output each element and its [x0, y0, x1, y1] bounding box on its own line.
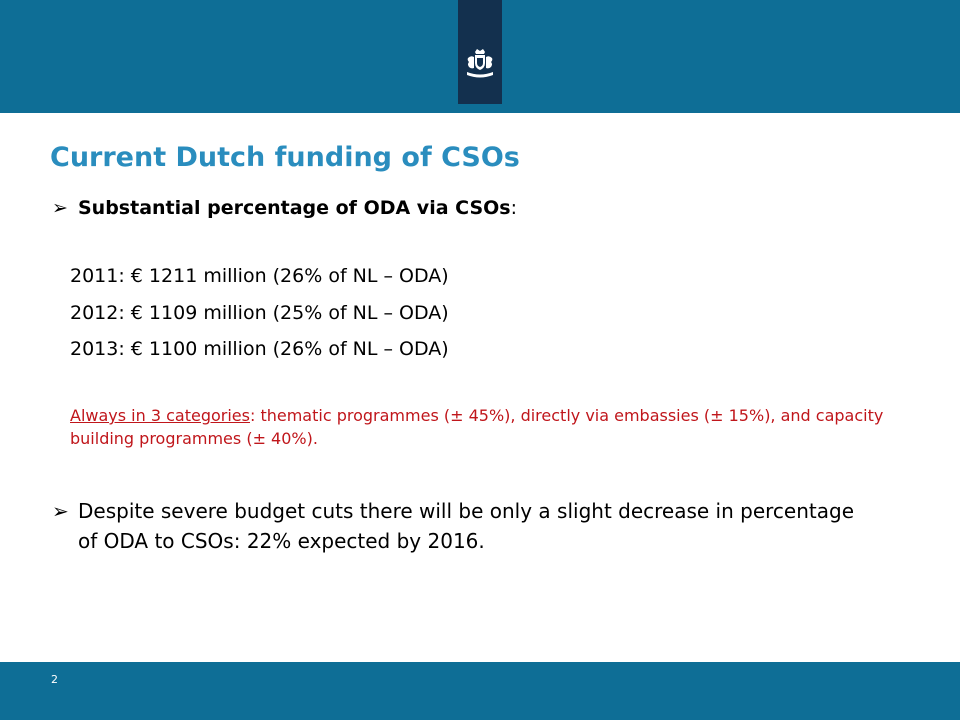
header-bar: [0, 0, 960, 113]
categories-paragraph: Always in 3 categories: thematic program…: [70, 404, 890, 450]
funding-line-2013: 2013: € 1100 million (26% of NL – ODA): [70, 338, 449, 360]
categories-detail-text: : thematic programmes (± 45%), directly …: [70, 406, 884, 448]
slide-title: Current Dutch funding of CSOs: [50, 142, 520, 173]
bullet-bold-text: Substantial percentage of ODA via CSOs: [78, 197, 511, 219]
bullet-colon: :: [510, 197, 517, 219]
funding-line-2011: 2011: € 1211 million (26% of NL – ODA): [70, 265, 449, 287]
bullet-substantial-percentage: ➢ Substantial percentage of ODA via CSOs:: [52, 197, 517, 219]
footer-bar: [0, 662, 960, 720]
bullet-budget-cuts-text: Despite severe budget cuts there will be…: [78, 499, 855, 553]
arrow-bullet-icon: ➢: [52, 197, 68, 219]
page-number: 2: [51, 673, 58, 686]
arrow-bullet-icon: ➢: [52, 499, 69, 523]
categories-underlined-text: Always in 3 categories: [70, 406, 250, 425]
coat-of-arms-icon: [467, 49, 493, 78]
government-emblem-panel: [458, 0, 502, 104]
funding-line-2012: 2012: € 1109 million (25% of NL – ODA): [70, 302, 449, 324]
bullet-budget-cuts: ➢ Despite severe budget cuts there will b…: [52, 496, 872, 556]
